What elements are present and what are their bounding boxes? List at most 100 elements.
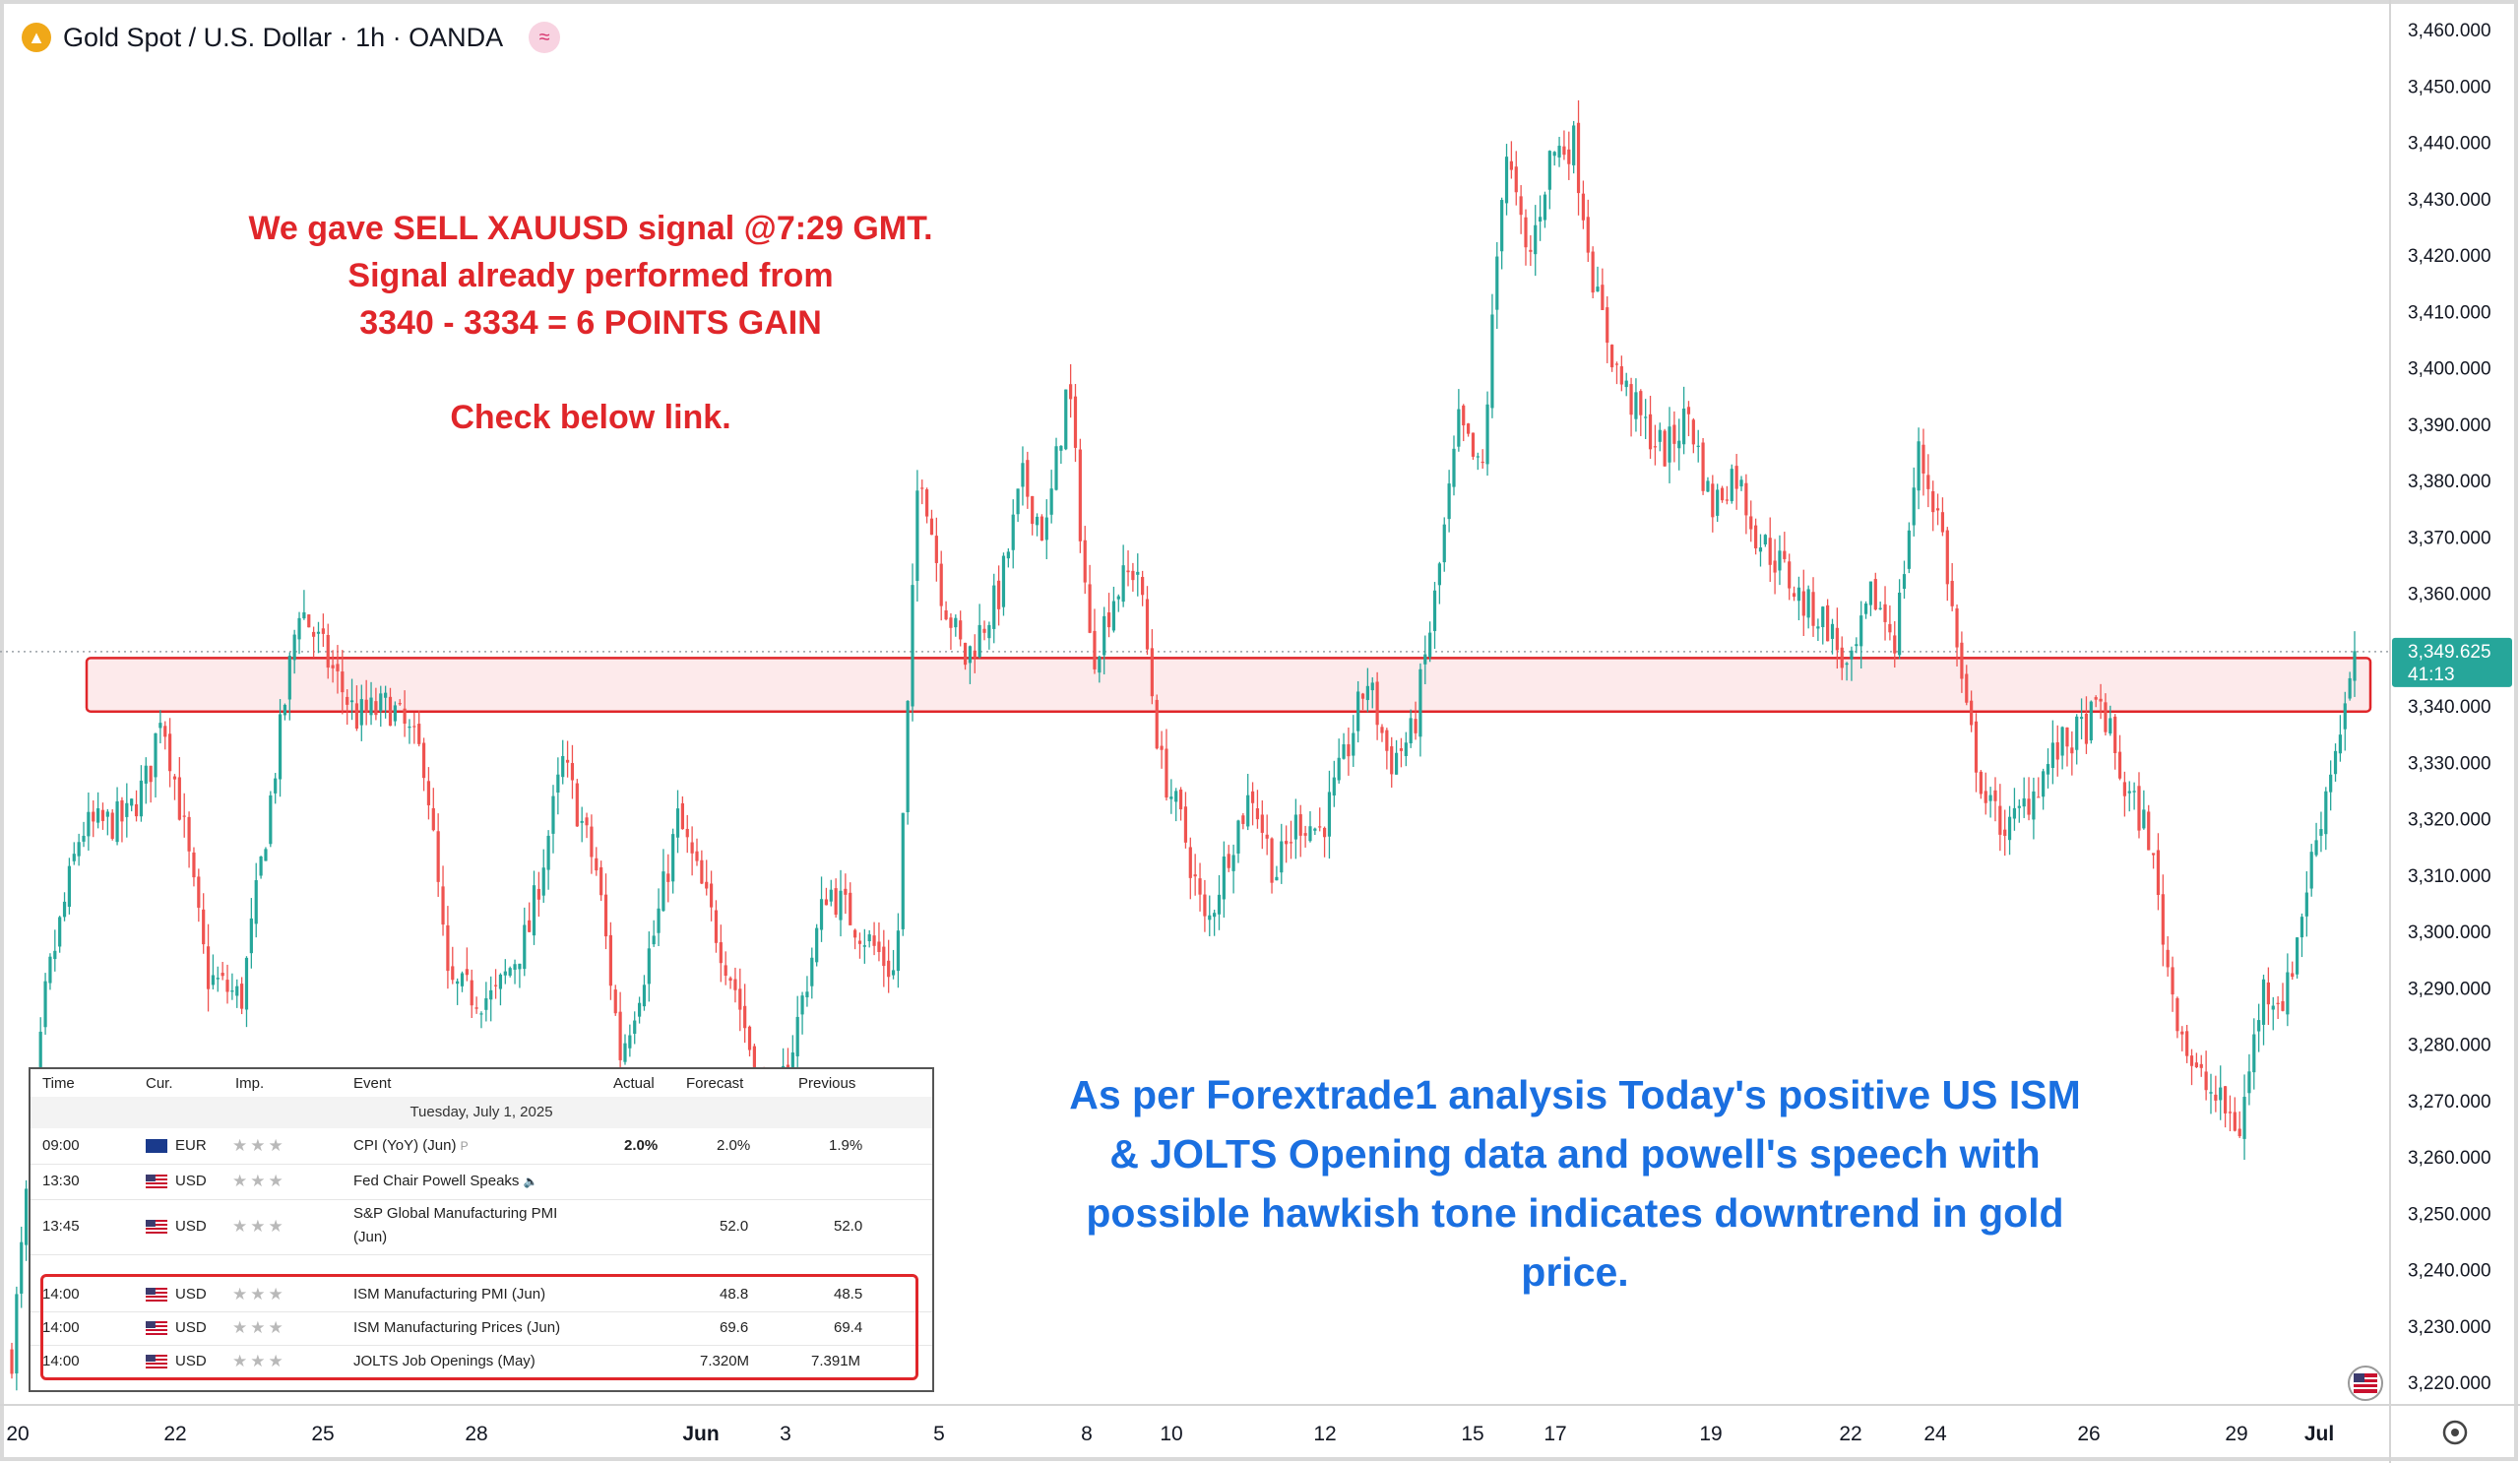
candle [1394,739,1399,775]
calendar-row[interactable]: 13:45 USD ★★★ S&P Global Manufacturing P… [31,1199,932,1255]
calendar-row[interactable]: 13:30 USD ★★★ Fed Chair Powell Speaks 🔈 [31,1164,932,1200]
calendar-row[interactable]: 14:00 USD ★★★ JOLTS Job Openings (May) 7… [31,1345,932,1378]
candle [1352,715,1355,767]
x-tick-label: 19 [1699,1423,1722,1445]
candle [384,685,388,719]
candle [2189,1049,2194,1086]
calendar-row[interactable]: 14:00 USD ★★★ ISM Manufacturing PMI (Jun… [31,1278,932,1312]
candle [1093,608,1097,674]
candle [96,792,100,829]
candle [1955,604,1959,667]
candle [1893,621,1897,668]
candle [134,790,139,822]
signal-line-3: 3340 - 3334 = 6 POINTS GAIN [359,304,822,342]
candle [911,563,914,722]
candle [1725,485,1730,505]
x-tick-label: 15 [1461,1423,1483,1445]
candle [575,779,579,827]
candle [982,620,986,641]
calendar-row[interactable]: 14:00 USD ★★★ ISM Manufacturing Prices (… [31,1311,932,1346]
candle [1289,820,1293,859]
candle [158,710,162,743]
candle [528,902,532,933]
candle [2037,777,2041,798]
candle [1298,804,1302,858]
candle [1227,845,1230,872]
candle [705,859,709,896]
candle [1500,197,1504,270]
row-event: ISM Manufacturing Prices (Jun) [353,1319,561,1336]
candle [72,842,76,865]
candle [149,765,153,803]
candle [1922,428,1925,496]
candle [2137,772,2141,839]
candle [1141,570,1145,606]
candle [1806,585,1810,629]
candle [1356,680,1360,743]
candle [451,946,455,985]
candle [1629,377,1633,437]
candle [1701,437,1705,495]
candle [1744,474,1748,535]
candle [2099,683,2103,720]
candle [1480,449,1484,470]
us-flag-icon[interactable] [2348,1366,2383,1401]
candle [508,966,512,978]
candle [1519,185,1523,234]
candle [1859,601,1863,668]
calendar-date: Tuesday, July 1, 2025 [31,1097,932,1128]
settings-icon[interactable] [2442,1420,2468,1445]
candle [1404,732,1408,767]
x-tick-label: 5 [933,1423,945,1445]
analysis-line-3: possible hawkish tone indicates downtren… [1086,1190,2064,1236]
candle [2286,953,2290,1027]
candle [2156,833,2161,911]
candle [2132,782,2136,810]
symbol-title[interactable]: Gold Spot / U.S. Dollar · 1h · OANDA [63,22,504,52]
candle [1619,355,1623,392]
candle [25,1179,29,1261]
candle [297,611,301,655]
approx-icon[interactable]: ≈ [529,22,561,53]
candle [1001,552,1006,616]
candle [652,920,656,947]
candle [1193,854,1197,896]
candle [202,893,206,954]
candle [1414,701,1418,740]
candle [1816,618,1820,641]
candle [1763,534,1767,547]
candle [197,868,201,922]
candle [1409,709,1413,748]
candle [1198,862,1202,912]
candle [2079,698,2084,739]
candle [1145,586,1150,656]
candle [1606,295,1609,363]
candle [154,732,158,798]
candle [2175,996,2179,1039]
candle [1639,389,1643,436]
candle [359,684,363,741]
candle [1792,586,1796,602]
candle [1111,586,1116,633]
candle [719,924,723,983]
candle [853,928,857,950]
candle [1788,553,1792,601]
candle [426,767,431,820]
row-currency: USD [175,1319,207,1336]
candle [1260,800,1264,850]
row-event: JOLTS Job Openings (May) [353,1353,536,1369]
candle [590,814,594,874]
candle [1562,130,1566,160]
candle [1116,594,1120,612]
candle [714,900,719,953]
candle [2237,1111,2241,1138]
candle [2261,974,2266,1046]
candle [1840,636,1844,680]
signal-zone[interactable] [85,657,2372,713]
candle [1016,488,1020,523]
candle [2300,913,2304,958]
candle [82,821,86,848]
calendar-row[interactable]: 09:00 EUR ★★★ CPI (YoY) (Jun) P 2.0% 2.0… [31,1128,932,1165]
candle [244,956,249,1028]
